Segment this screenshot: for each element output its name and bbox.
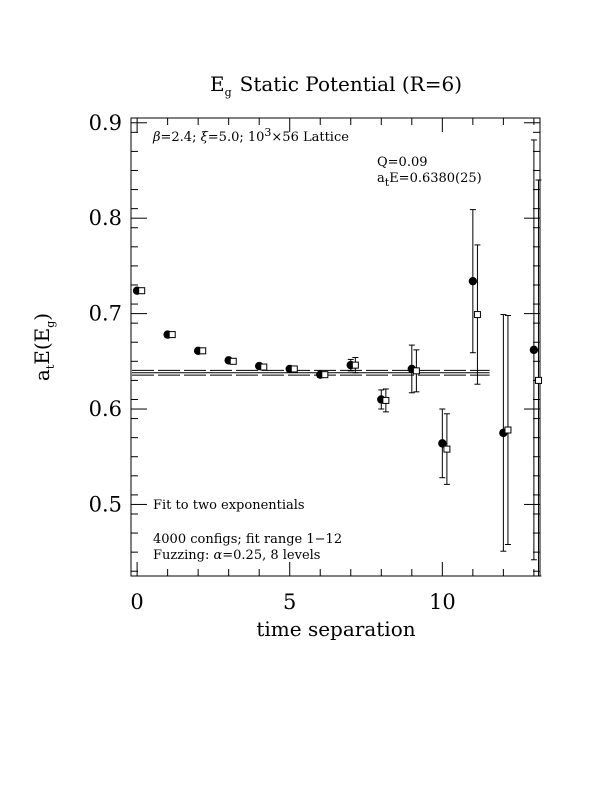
data-point-square [382,396,390,404]
q-annotation: Q=0.09 [377,155,428,170]
x-tick-label: 10 [429,590,456,614]
fit-band [132,369,490,376]
data-point-square [138,287,146,295]
data-point-square [290,365,298,373]
data-point-square [260,363,268,371]
data-point-square [168,331,176,339]
data-point-square [534,376,542,384]
plot-frame [130,117,541,577]
y-tick-label: 0.6 [89,397,122,421]
data-point-square [229,357,237,365]
data-point-circle [468,276,478,286]
lattice-annotation: β=2.4; ξ=5.0; 103×56 Lattice [152,126,349,145]
y-tick-label: 0.5 [89,492,122,516]
x-tick-label: 5 [283,590,296,614]
data-point-square [199,347,207,355]
y-tick-label: 0.9 [89,111,122,135]
x-tick-label: 0 [130,590,143,614]
data-point-square [321,371,329,379]
energy-annotation: atE=0.6380(25) [377,171,482,189]
fit-annotation: Fit to two exponentials [153,498,305,513]
y-axis-label: atE(Eg) [30,313,57,381]
data-point-square [351,361,359,369]
x-axis-label: time separation [256,617,415,641]
data-point-square [504,426,512,434]
data-point-circle [529,345,539,355]
fuzzing-annotation: Fuzzing: α=0.25, 8 levels [153,548,320,563]
y-tick-label: 0.8 [89,206,122,230]
y-tick-label: 0.7 [89,302,122,326]
data-point-square [443,445,451,453]
chart-title: Eg Static Potential (R=6) [210,72,462,99]
axis-ticks: 0.5 0.6 0.7 0.8 0.9 0 5 10 [89,111,540,614]
configs-annotation: 4000 configs; fit range 1−12 [153,532,342,547]
data-points [132,139,542,577]
data-point-circle [438,439,447,448]
data-point-square [473,311,481,319]
data-point-square [412,367,420,375]
